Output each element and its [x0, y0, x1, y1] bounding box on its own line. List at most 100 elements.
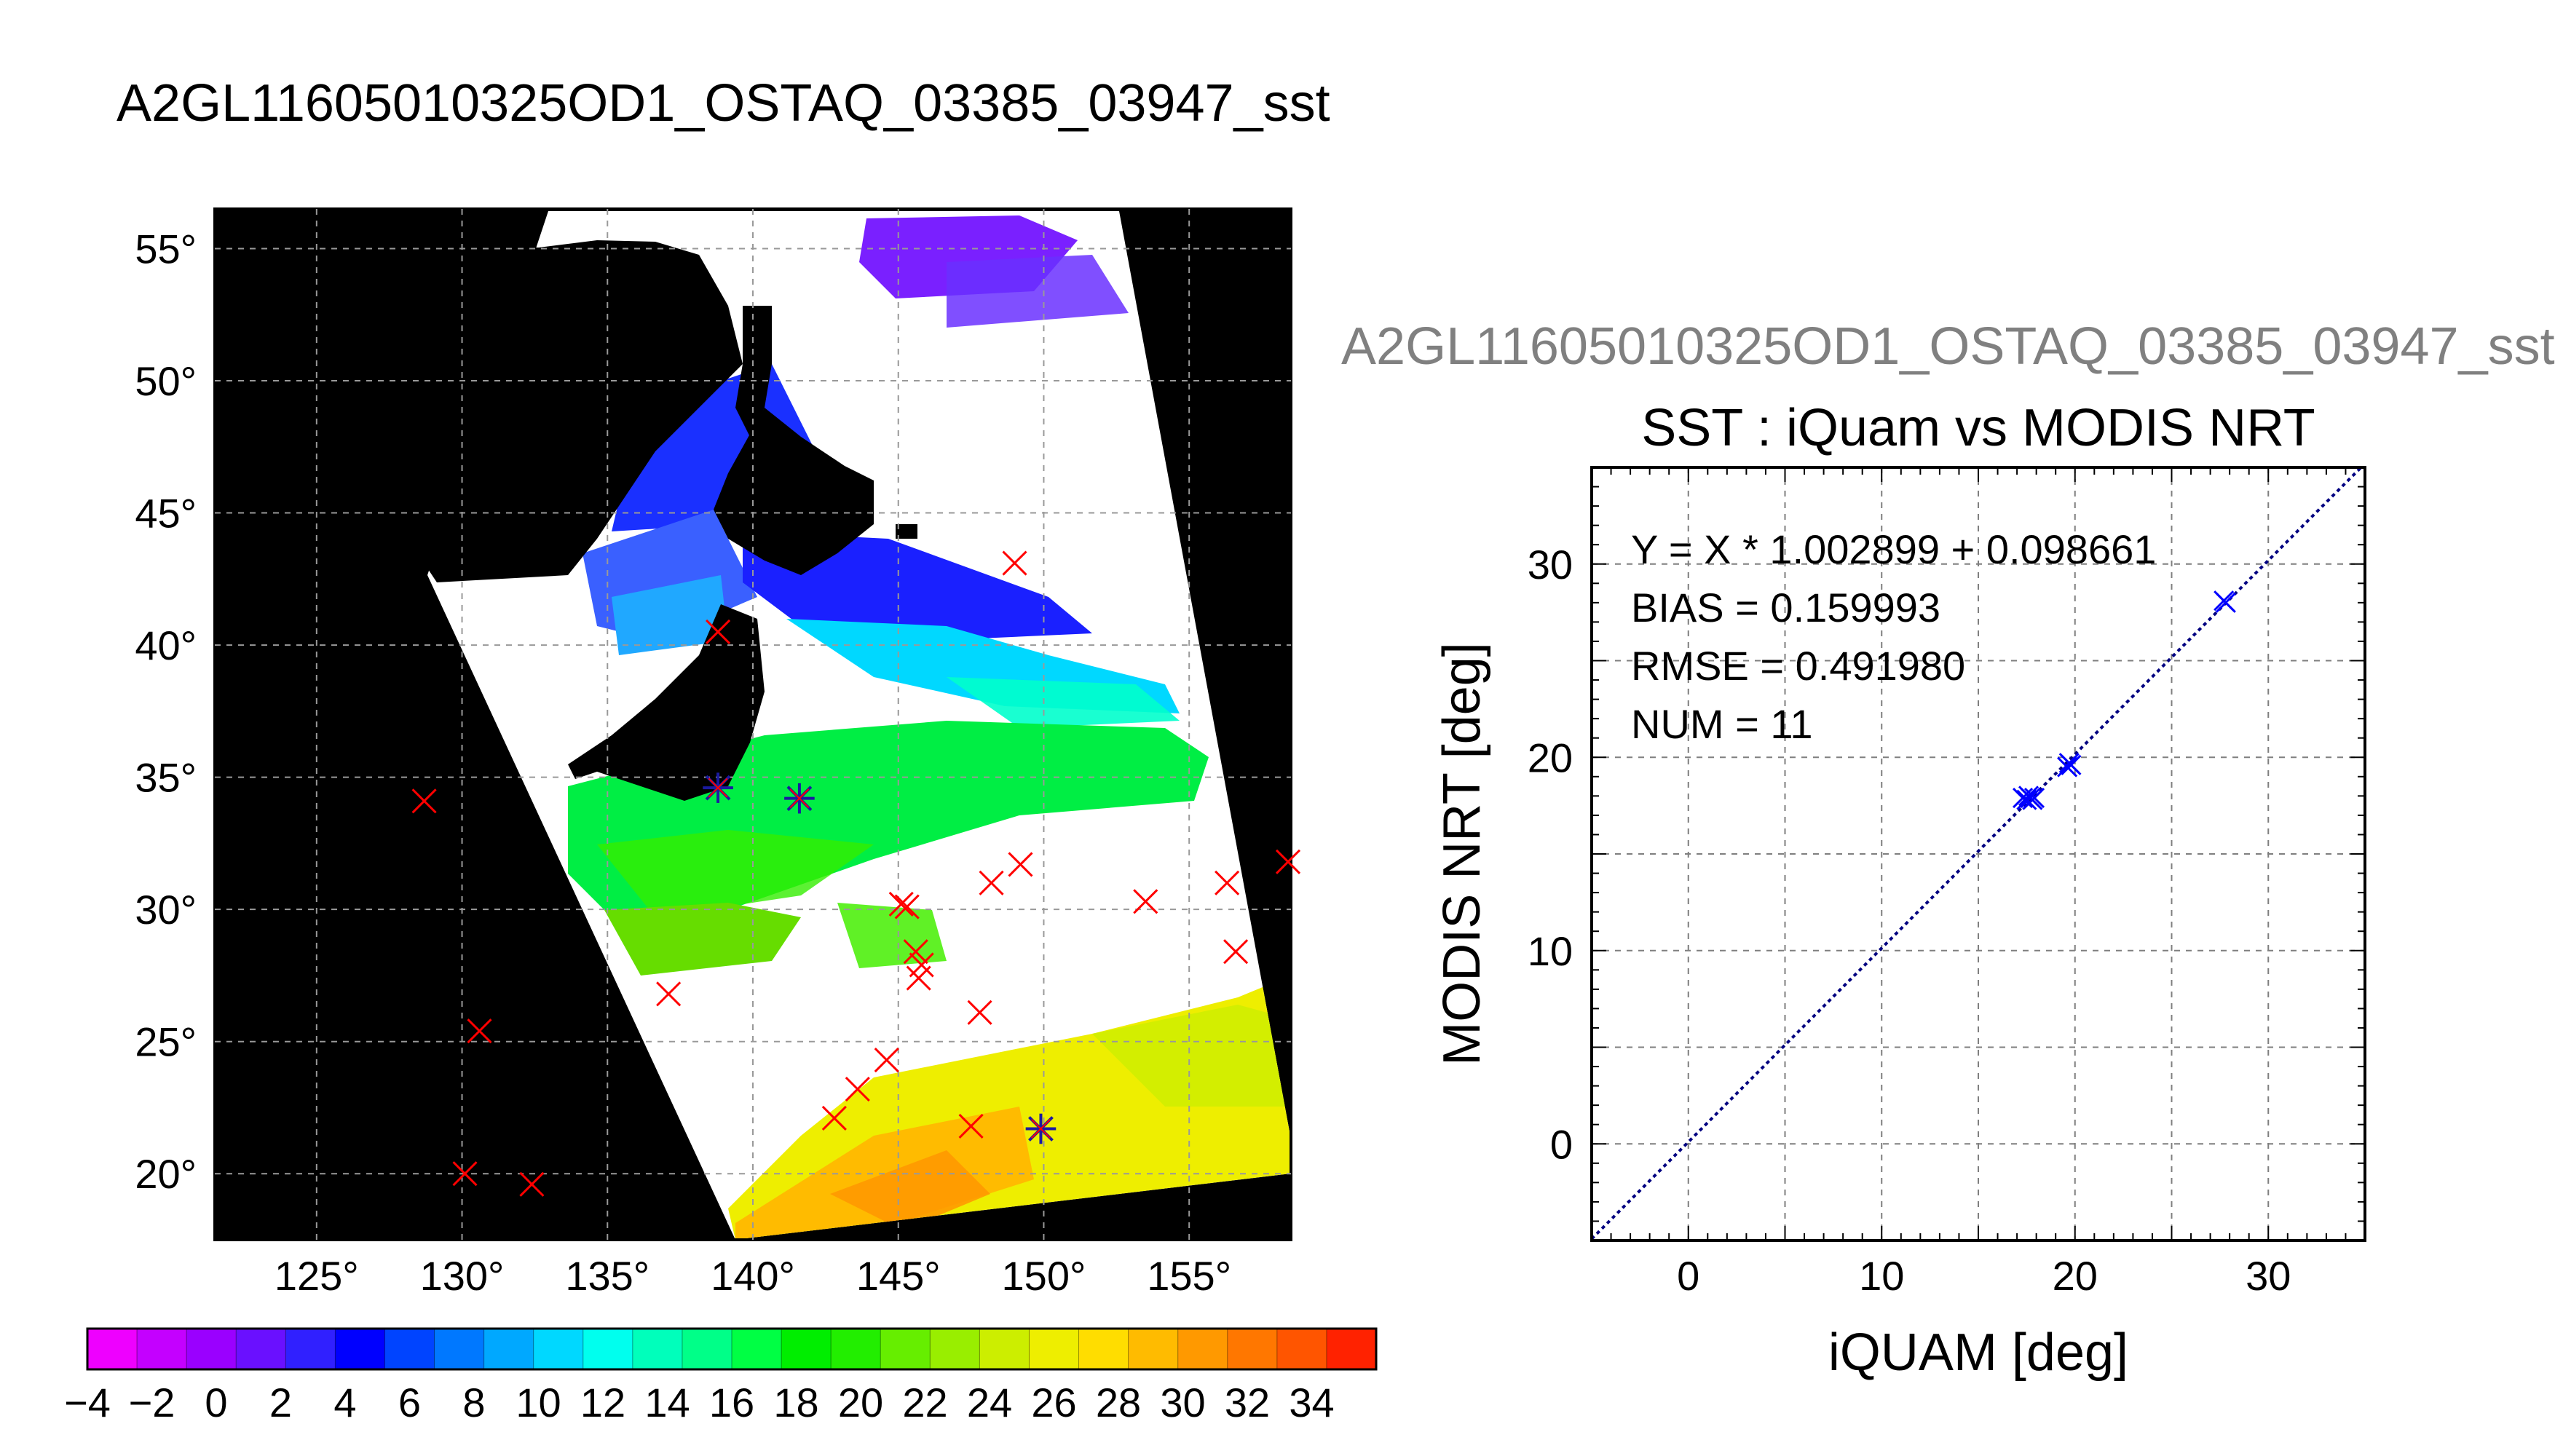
- colorbar-label: 30: [1160, 1380, 1205, 1425]
- lon-tick-label: 135°: [565, 1253, 649, 1299]
- land-masses: [408, 240, 917, 801]
- colorbar-label: 24: [967, 1380, 1012, 1425]
- lon-tick-label: 140°: [711, 1253, 795, 1299]
- colorbar-label: 28: [1096, 1380, 1141, 1425]
- scatter-x-tick-label: 20: [2053, 1253, 2098, 1299]
- colorbar-cell: [880, 1329, 931, 1369]
- lat-tick-label: 25°: [135, 1019, 197, 1065]
- colorbar-label: 0: [205, 1380, 227, 1425]
- scatter-y-tick-label: 20: [1528, 735, 1573, 780]
- colorbar-cell: [87, 1329, 138, 1369]
- colorbar-cell: [434, 1329, 485, 1369]
- colorbar-label: 26: [1031, 1380, 1076, 1425]
- scatter-point: [2057, 756, 2078, 778]
- colorbar-cell: [186, 1329, 237, 1369]
- observation-star-marker: [1025, 1113, 1057, 1144]
- colorbar-cell: [979, 1329, 1030, 1369]
- observation-x-marker: [894, 894, 920, 919]
- colorbar-frame: [86, 1327, 1378, 1371]
- observation-x-marker: [1008, 852, 1033, 877]
- sst-patch-subtropical-2: [837, 903, 947, 968]
- colorbar-label: 34: [1289, 1380, 1334, 1425]
- colorbar-label: −4: [64, 1380, 111, 1425]
- colorbar-cell: [1276, 1329, 1327, 1369]
- land-honshu: [568, 604, 765, 801]
- regression-line: [1592, 467, 2364, 1241]
- sst-patch-tropical-hot: [830, 1150, 990, 1230]
- scatter-x-tick-label: 30: [2246, 1253, 2291, 1299]
- colorbar-cell: [285, 1329, 336, 1369]
- lon-tick-label: 130°: [420, 1253, 505, 1299]
- colorbar-cells: [87, 1329, 1377, 1369]
- colorbar-cell: [1177, 1329, 1228, 1369]
- colorbar-cell: [236, 1329, 287, 1369]
- colorbar: −4 −2 0 2 4 6 8 10 12 14 16 18 20 22 24 26 28 30 32 34: [64, 1327, 1378, 1425]
- observation-x-marker: [1133, 889, 1158, 914]
- colorbar-labels: −4 −2 0 2 4 6 8 10 12 14 16 18 20 22 24 26 28 30 32 34: [64, 1380, 1335, 1425]
- lat-tick-label: 50°: [135, 358, 197, 404]
- lat-tick-label: 30°: [135, 887, 197, 933]
- observation-x-marker: [979, 870, 1004, 895]
- colorbar-label: 18: [773, 1380, 818, 1425]
- colorbar-label: 12: [580, 1380, 625, 1425]
- observation-x-marker: [903, 939, 928, 965]
- colorbar-cell: [831, 1329, 882, 1369]
- scatter-y-tick-label: 0: [1550, 1121, 1573, 1167]
- colorbar-label: 16: [709, 1380, 754, 1425]
- lat-tick-label: 35°: [135, 755, 197, 801]
- colorbar-cell: [1326, 1329, 1377, 1369]
- colorbar-label: 22: [902, 1380, 947, 1425]
- observation-x-marker: [1223, 939, 1249, 965]
- colorbar-cell: [1029, 1329, 1080, 1369]
- colorbar-label: 14: [644, 1380, 690, 1425]
- observation-x-marker: [1275, 849, 1301, 874]
- scatter-title: SST : iQuam vs MODIS NRT: [1641, 399, 2315, 457]
- observation-x-marker: [706, 619, 731, 644]
- lon-tick-label: 155°: [1147, 1253, 1231, 1299]
- land-sakhalin: [735, 306, 772, 437]
- colorbar-cell: [732, 1329, 783, 1369]
- observation-x-marker: [967, 1000, 992, 1025]
- colorbar-cell: [335, 1329, 386, 1369]
- sst-patch-north: [947, 255, 1129, 328]
- lon-tick-label: 125°: [275, 1253, 359, 1299]
- y-axis-label: MODIS NRT [deg]: [1433, 642, 1491, 1066]
- colorbar-cell: [384, 1329, 435, 1369]
- scatter-point: [2061, 754, 2082, 775]
- colorbar-cell: [682, 1329, 732, 1369]
- scatter-x-tick-label: 0: [1677, 1253, 1699, 1299]
- observation-x-marker: [411, 788, 437, 814]
- sst-map: 55° 50° 45° 40° 35° 30° 25° 20° 125° 130° 135° 140…: [135, 207, 1301, 1299]
- map-observations: [411, 550, 1301, 1197]
- colorbar-label: 8: [462, 1380, 485, 1425]
- scatter-point: [2215, 592, 2236, 613]
- stat-bias: BIAS = 0.159993: [1631, 585, 1940, 630]
- colorbar-cell: [632, 1329, 683, 1369]
- observation-star-marker: [703, 772, 733, 803]
- observation-x-marker: [888, 891, 914, 917]
- scatter-x-ticks: 0 10 20 30: [1677, 1253, 2291, 1299]
- x-axis-label: iQUAM [deg]: [1828, 1324, 2128, 1382]
- scatter-x-tick-label: 10: [1859, 1253, 1904, 1299]
- lat-tick-label: 20°: [135, 1151, 197, 1197]
- land-hokkaido: [714, 408, 874, 575]
- observation-x-marker: [845, 1076, 870, 1102]
- lon-tick-label: 150°: [1002, 1253, 1086, 1299]
- sst-patch-transition-2: [947, 677, 1180, 728]
- colorbar-label: 32: [1225, 1380, 1270, 1425]
- observation-x-marker: [467, 1018, 492, 1044]
- observation-x-marker: [452, 1161, 478, 1187]
- scatter-y-ticks: 0 10 20 30: [1528, 542, 1573, 1168]
- colorbar-cell: [583, 1329, 633, 1369]
- scatter-points: [2013, 590, 2236, 810]
- scatter-y-tick-label: 10: [1528, 928, 1573, 974]
- lat-tick-label: 45°: [135, 491, 197, 537]
- land-asia-mainland: [408, 240, 743, 582]
- scatter-header: A2GL11605010325OD1_OSTAQ_03385_03947_sst: [1341, 317, 2555, 376]
- land-kurils: [896, 524, 917, 539]
- sst-patch-tropical-east: [1092, 1005, 1291, 1107]
- observation-x-marker: [1002, 550, 1027, 576]
- colorbar-cell: [1227, 1329, 1278, 1369]
- colorbar-label: 4: [333, 1380, 356, 1425]
